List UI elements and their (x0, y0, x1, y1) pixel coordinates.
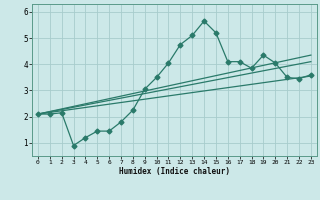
X-axis label: Humidex (Indice chaleur): Humidex (Indice chaleur) (119, 167, 230, 176)
